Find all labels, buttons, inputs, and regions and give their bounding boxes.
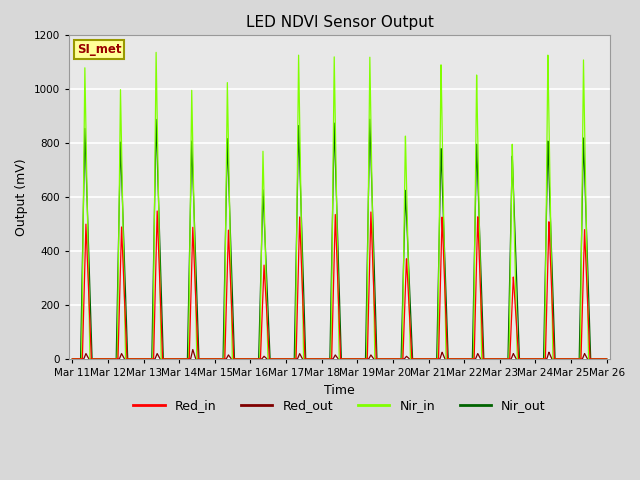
Text: SI_met: SI_met [77,43,122,56]
Title: LED NDVI Sensor Output: LED NDVI Sensor Output [246,15,433,30]
X-axis label: Time: Time [324,384,355,396]
Legend: Red_in, Red_out, Nir_in, Nir_out: Red_in, Red_out, Nir_in, Nir_out [128,395,551,418]
Y-axis label: Output (mV): Output (mV) [15,158,28,236]
